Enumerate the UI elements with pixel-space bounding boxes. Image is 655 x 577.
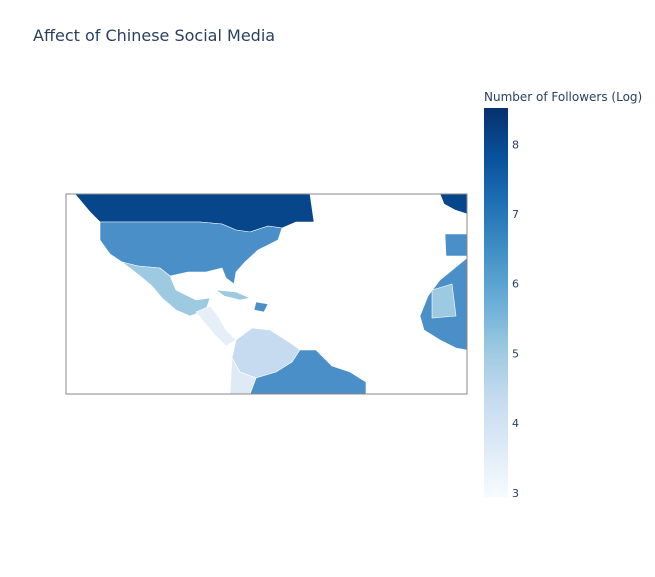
region bbox=[229, 356, 257, 394]
region bbox=[444, 233, 467, 257]
region bbox=[439, 194, 467, 215]
colorbar bbox=[484, 108, 508, 497]
region bbox=[195, 305, 237, 347]
map-frame bbox=[65, 193, 468, 395]
colorbar-title: Number of Followers (Log) bbox=[484, 90, 642, 104]
colorbar-tick-label: 5 bbox=[512, 347, 519, 360]
region bbox=[214, 289, 252, 301]
colorbar-tick-label: 6 bbox=[512, 278, 519, 291]
region bbox=[249, 349, 367, 394]
region bbox=[121, 261, 211, 317]
colorbar-tick-label: 4 bbox=[512, 417, 519, 430]
colorbar-tick-label: 3 bbox=[512, 487, 519, 500]
chart-title: Affect of Chinese Social Media bbox=[33, 26, 275, 45]
region bbox=[431, 283, 457, 319]
region bbox=[99, 221, 283, 285]
colorbar-tick-label: 7 bbox=[512, 208, 519, 221]
region bbox=[253, 301, 269, 313]
colorbar-tick-label: 8 bbox=[512, 138, 519, 151]
map bbox=[74, 194, 467, 394]
